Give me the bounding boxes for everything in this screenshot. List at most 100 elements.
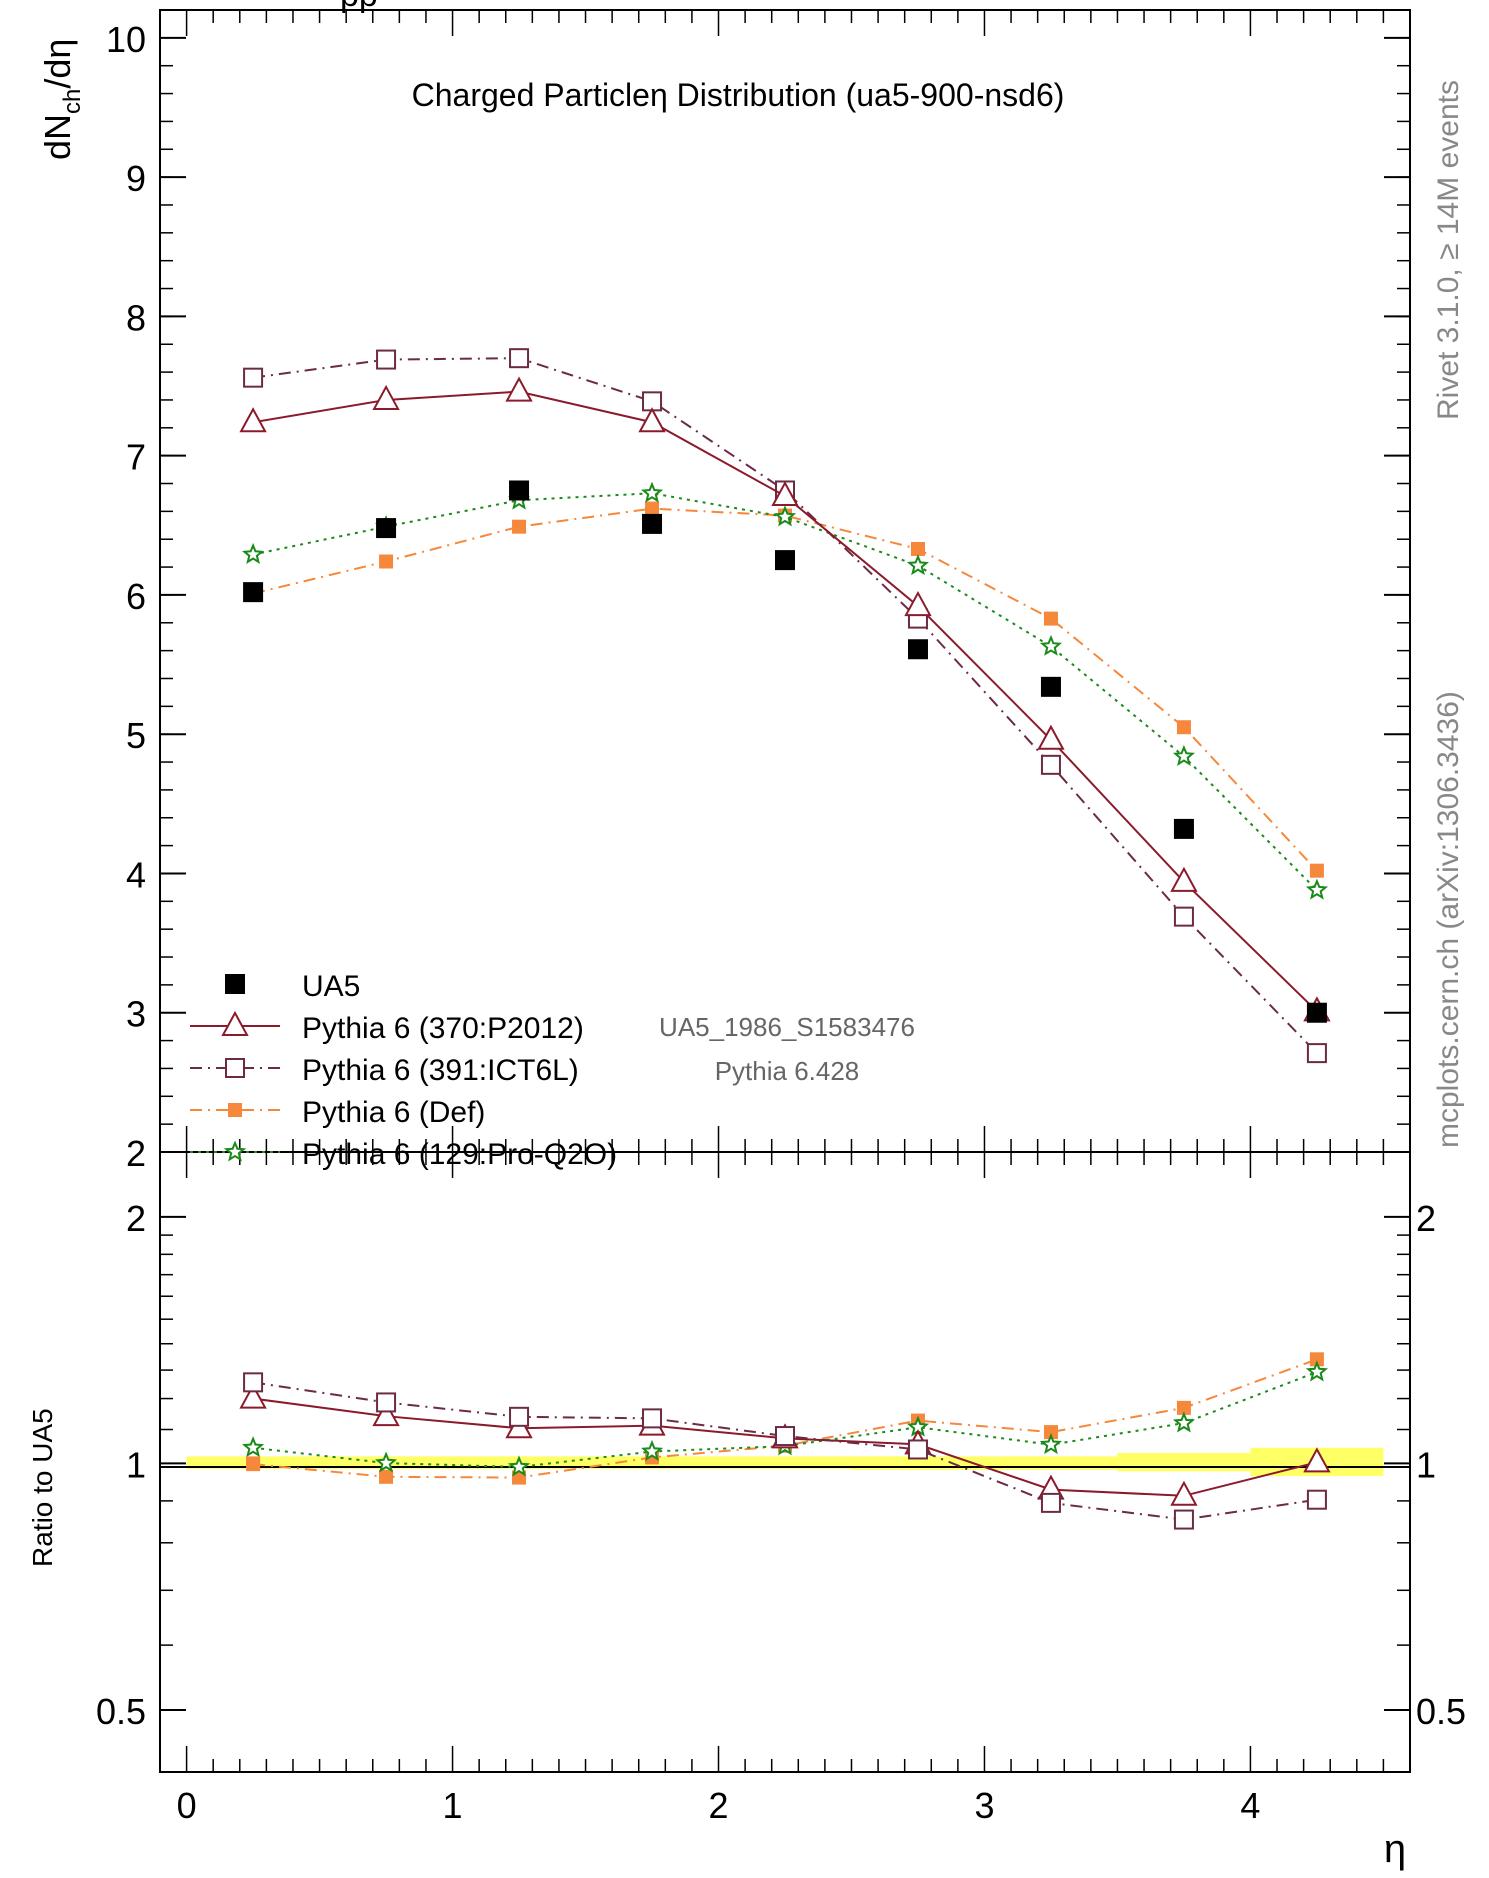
ict6l-data-point xyxy=(907,1439,928,1460)
analysis-annotation: UA5_1986_S1583476 xyxy=(659,1012,915,1042)
main-y-tick-label: 10 xyxy=(106,19,146,60)
p2012-data-point xyxy=(221,1010,249,1036)
ua5-data-point xyxy=(509,480,530,501)
proq2o-data-point xyxy=(1172,1411,1196,1433)
proq2o-data-point xyxy=(1172,744,1196,766)
def-data-point xyxy=(379,1469,394,1484)
proq2o-data-point xyxy=(507,1455,531,1477)
proq2o-data-point xyxy=(223,1140,247,1162)
main-y-tick-label: 4 xyxy=(126,854,146,895)
p2012-data-point xyxy=(239,1383,267,1409)
def-data-point xyxy=(1043,1425,1058,1440)
ict6l-data-point xyxy=(1173,1509,1194,1530)
ratio-y-tick-label-right: 2 xyxy=(1416,1198,1436,1239)
p2012-data-point xyxy=(638,407,666,433)
p2012-data-point xyxy=(372,384,400,410)
legend-label: UA5 xyxy=(302,970,360,1003)
p2012-data-point xyxy=(771,480,799,507)
ratio-y-axis-label: Ratio to UA5 xyxy=(27,1408,58,1567)
ratio-band-segment xyxy=(1117,1452,1251,1472)
ict6l-data-point xyxy=(376,349,397,370)
legend-label: Pythia 6 (391:ICT6L) xyxy=(302,1054,579,1087)
p2012-data-point xyxy=(1170,1480,1198,1506)
def-data-point xyxy=(1309,1352,1324,1367)
main-y-tick-label: 7 xyxy=(126,437,146,478)
main-axis-ticks: 2 3 4 5 6 7 8 9 10 0 1 2 3 4 xyxy=(106,9,1410,1826)
ict6l-data-point xyxy=(509,1406,530,1427)
ratio-series-line xyxy=(252,1358,1318,1479)
p2012-data-point xyxy=(1303,1447,1331,1473)
main-y-tick-label: 5 xyxy=(126,715,146,756)
p2012-data-point xyxy=(1037,724,1065,750)
x-tick-label: 2 xyxy=(708,1785,728,1826)
ratio-y-tick-label-left: 2 xyxy=(126,1198,146,1239)
p2012-data-point xyxy=(1170,866,1198,892)
def-data-point xyxy=(910,541,925,556)
ua5-data-point xyxy=(907,639,928,660)
ict6l-data-point xyxy=(243,1372,264,1393)
def-data-point xyxy=(1043,611,1058,626)
main-y-tick-label: 8 xyxy=(126,297,146,338)
main-y-tick-label: 2 xyxy=(126,1133,146,1174)
def-data-point xyxy=(228,1103,242,1117)
proq2o-data-point xyxy=(241,1436,265,1458)
x-tick-label: 3 xyxy=(974,1785,994,1826)
ratio-series-line xyxy=(252,1371,1318,1468)
ua5-data-point xyxy=(243,582,264,603)
main-series-group xyxy=(239,348,1331,1064)
ict6l-data-point xyxy=(225,1058,245,1078)
ict6l-data-point xyxy=(775,1426,795,1447)
main-y-tick-label: 3 xyxy=(126,994,146,1035)
def-data-point xyxy=(645,501,660,516)
p2012-data-point xyxy=(505,376,533,402)
ua5-data-point xyxy=(1040,676,1061,697)
proq2o-data-point xyxy=(773,505,797,527)
proq2o-data-point xyxy=(641,481,664,503)
ratio-y-tick-label-right: 1 xyxy=(1416,1444,1436,1485)
main-y-tick-label: 6 xyxy=(126,576,146,617)
ua5-data-point xyxy=(775,550,795,571)
proq2o-data-point xyxy=(906,554,929,576)
def-data-point xyxy=(1309,863,1324,878)
chart-title: Charged Particleη Distribution (ua5-900-… xyxy=(412,77,1065,113)
mcplots-side-label: mcplots.cern.ch (arXiv:1306.3436) xyxy=(1432,691,1465,1148)
legend-label: Pythia 6 (370:P2012) xyxy=(302,1012,584,1045)
p2012-data-point xyxy=(904,590,932,617)
legend: UA5 Pythia 6 (370:P2012) Pythia 6 (391:ICT… xyxy=(190,970,617,1171)
ua5-data-point xyxy=(1173,818,1194,839)
proq2o-data-point xyxy=(1039,1433,1063,1455)
ratio-plot-frame xyxy=(159,1151,1411,1773)
ict6l-data-point xyxy=(642,1408,663,1429)
proq2o-data-point xyxy=(1039,634,1062,656)
ratio-axis-ticks: 0.5 0.5 1 1 2 2 xyxy=(96,1198,1466,1732)
rivet-side-label: Rivet 3.1.0, ≥ 14M events xyxy=(1432,80,1465,420)
ratio-y-tick-label-left: 0.5 xyxy=(96,1691,146,1732)
ua5-data-point xyxy=(1306,1002,1327,1023)
generator-annotation: Pythia 6.428 xyxy=(715,1056,860,1086)
x-tick-label: 0 xyxy=(177,1785,197,1826)
main-y-tick-label: 9 xyxy=(126,158,146,199)
ict6l-data-point xyxy=(1306,1489,1327,1510)
ict6l-data-point xyxy=(509,348,530,369)
ict6l-data-point xyxy=(1173,906,1194,927)
proq2o-data-point xyxy=(1305,878,1329,900)
proq2o-data-point xyxy=(241,542,265,564)
def-data-point xyxy=(512,519,527,534)
p2012-data-point xyxy=(239,407,267,433)
ratio-y-tick-label-left: 1 xyxy=(126,1444,146,1485)
main-y-axis-label: dNch/dη xyxy=(37,39,86,160)
proq2o-data-point xyxy=(641,1439,664,1461)
main-series-line xyxy=(252,507,1318,872)
ua5-data-point xyxy=(225,974,245,994)
legend-label: Pythia 6 (Def) xyxy=(302,1096,485,1129)
ict6l-data-point xyxy=(1040,754,1061,775)
x-tick-label: 1 xyxy=(443,1785,463,1826)
ict6l-data-point xyxy=(243,367,264,388)
x-axis-label: η xyxy=(1384,1827,1406,1871)
ict6l-data-point xyxy=(1306,1043,1327,1064)
svg-text:dNch/dη: dNch/dη xyxy=(37,39,86,160)
proq2o-data-point xyxy=(374,1451,398,1473)
ratio-series-group xyxy=(239,1352,1331,1530)
ua5-data-point xyxy=(376,518,397,539)
